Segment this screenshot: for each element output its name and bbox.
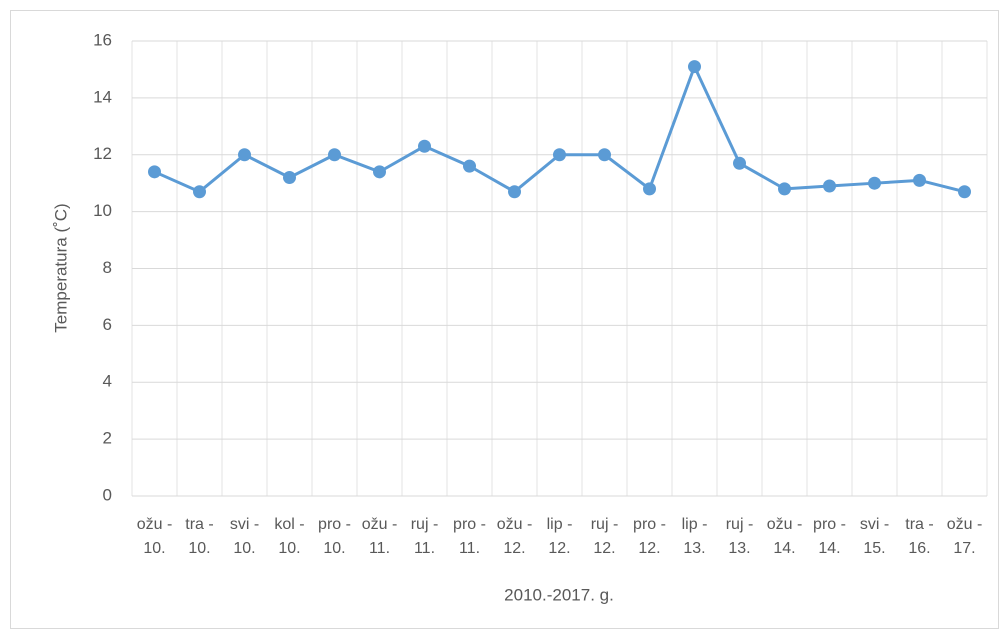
data-point [373,165,386,179]
y-tick-label: 14 [93,87,112,106]
x-tick-label: pro - 10. [318,516,351,557]
data-point [733,156,746,170]
x-tick-label: svi - 10. [229,516,260,557]
data-point [328,148,341,162]
x-tick-label: ožu - 17. [946,516,983,557]
y-tick-label: 2 [103,429,112,448]
y-tick-label: 16 [93,30,112,49]
x-tick-label: lip - 12. [546,516,573,557]
chart-border [10,10,999,629]
x-tick-label: pro - 11. [453,516,486,557]
x-tick-label: ožu - 12. [496,516,533,557]
data-point [778,182,791,196]
y-tick-label: 12 [93,144,112,163]
data-point [148,165,161,179]
data-point [868,176,881,190]
data-point [418,139,431,153]
x-tick-label: tra - 10. [185,516,214,557]
x-tick-label: pro - 12. [633,516,666,557]
data-point [823,179,836,193]
y-tick-label: 0 [103,485,112,504]
data-point [508,185,521,199]
data-point [193,185,206,199]
x-tick-label: ruj - 13. [725,516,754,557]
data-point [688,60,701,74]
y-tick-label: 10 [93,201,112,220]
data-point [913,173,926,187]
y-tick-label: 4 [103,372,112,391]
x-tick-label: svi - 15. [859,516,890,557]
x-tick-label: ruj - 12. [590,516,619,557]
data-point [598,148,611,162]
data-point [283,171,296,184]
data-point [463,159,476,173]
data-point [238,148,251,162]
data-point [958,185,971,199]
x-tick-label: pro - 14. [813,516,846,557]
data-point [643,182,656,196]
data-point [553,148,566,162]
y-axis-title: Temperatura (˚C) [51,203,70,332]
x-axis-title: 2010.-2017. g. [504,585,614,604]
x-tick-label: ruj - 11. [410,516,439,557]
y-tick-label: 6 [103,315,112,334]
x-tick-label: lip - 13. [681,516,708,557]
x-tick-label: ožu - 11. [361,516,398,557]
x-tick-label: tra - 16. [905,516,934,557]
y-tick-label: 8 [103,258,112,277]
x-tick-label: kol - 10. [274,516,305,557]
x-tick-label: ožu - 14. [766,516,803,557]
x-tick-label: ožu - 10. [136,516,173,557]
